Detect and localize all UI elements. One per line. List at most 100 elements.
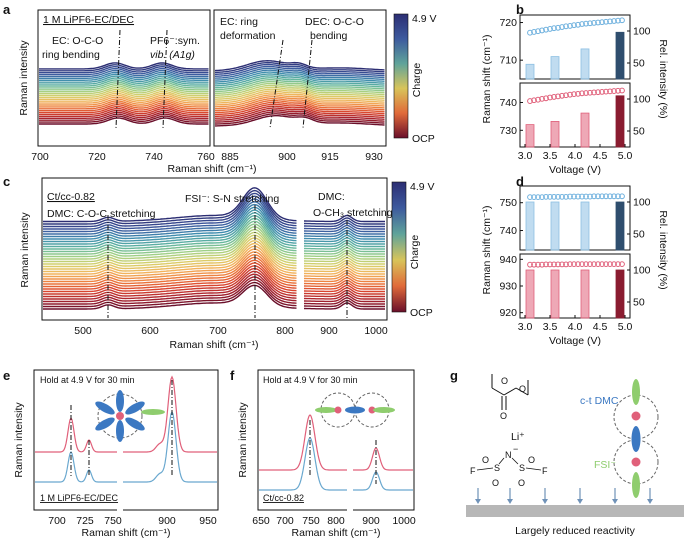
scatter-point (583, 90, 589, 96)
a-left-trace (39, 71, 209, 80)
panel-a-right-frame (213, 9, 387, 147)
scatter-point (559, 261, 565, 268)
panel-a-cbar-label: Charge (411, 63, 423, 98)
subplot-frame (519, 82, 631, 148)
c-trace (43, 273, 385, 300)
panel-e-xlabel: Raman shift (cm⁻¹) (82, 527, 171, 539)
a-right-trace (214, 101, 385, 114)
xtick-label: 4.5 (593, 321, 608, 333)
panel-e-li-solvation-icon (95, 390, 165, 442)
bar (580, 48, 590, 80)
panel-c-cbar-bottom: OCP (410, 307, 433, 319)
scatter-point (551, 193, 557, 200)
panel-a-colorbar (393, 13, 409, 139)
scatter-point (599, 89, 605, 95)
dmc-o3: O (500, 411, 507, 421)
bar (525, 201, 535, 251)
panel-a: 1 M LiPF6-EC/DEC EC: O-C-O ring bending … (18, 9, 437, 175)
scatter-point (599, 19, 605, 26)
a-left-trace (39, 113, 209, 121)
svg-text:S: S (494, 463, 500, 473)
panel-f: Hold at 4.9 V for 30 min Ct/cc-0.82 Rama… (237, 369, 416, 539)
svg-text:S: S (519, 463, 525, 473)
c-trace (43, 265, 385, 293)
scatter-point (539, 95, 545, 102)
panel-g-fsi-label: FSI⁻ (594, 459, 616, 471)
panel-a-left-spectra (39, 62, 209, 125)
scatter-point (527, 98, 533, 104)
scatter-point (539, 261, 545, 268)
scatter-point (575, 90, 581, 97)
ytick-right-label: 50 (633, 297, 645, 309)
a-right-trace (215, 90, 385, 102)
a-right-tick-915: 915 (321, 151, 339, 163)
a-left-trace (39, 67, 209, 76)
c-trace (43, 187, 385, 223)
scatter-point (587, 20, 593, 27)
c-trace (43, 217, 385, 250)
ylabel-right: Rel. intensity (%) (657, 210, 669, 289)
ytick-right-label: 100 (633, 26, 651, 38)
a-right-trace (215, 94, 385, 106)
scatter-point (555, 93, 561, 100)
scatter-point (571, 22, 577, 29)
a-left-trace (39, 117, 209, 125)
a-right-trace (214, 61, 385, 74)
a-right-trace (214, 109, 385, 121)
panel-a-ann-ec-b: ring bending (42, 49, 100, 61)
scatter-point (603, 18, 609, 25)
svg-text:F: F (470, 466, 476, 476)
c-tick-900: 900 (320, 325, 338, 337)
subplot-frame (519, 185, 631, 251)
a-left-trace (39, 81, 209, 89)
c-trace (43, 248, 385, 278)
panel-letter-b: b (516, 2, 524, 17)
scatter-point (563, 92, 569, 99)
scatter-point (563, 23, 569, 30)
xtick-label: 4.0 (568, 321, 583, 333)
scatter-point (619, 17, 625, 24)
scatter-point (575, 193, 581, 200)
xtick-label: 4.0 (568, 150, 583, 162)
a-left-trace (39, 115, 209, 123)
scatter-point (611, 18, 617, 24)
scatter-point (607, 261, 613, 268)
scatter-point (571, 193, 577, 200)
a-left-trace (39, 98, 209, 106)
scatter-point (551, 25, 557, 32)
scatter-point (595, 19, 601, 26)
scatter-point (551, 261, 557, 268)
a-right-trace (215, 98, 385, 110)
panel-f-xlabel: Raman shift (cm⁻¹) (292, 527, 381, 539)
a-left-trace (39, 111, 209, 119)
c-trace (43, 212, 385, 245)
ytick-right-label: 50 (633, 58, 645, 70)
svg-text:−: − (513, 444, 518, 454)
panel-e-red-spectrum (35, 375, 217, 453)
a-left-tick-740: 740 (145, 151, 163, 163)
panel-d: 740 750 50 100 920 930 940 50 100 3.0 3.5 4.0 4.5 5.0… (481, 185, 669, 347)
a-left-trace (39, 92, 209, 100)
a-left-trace (39, 85, 209, 93)
a-right-trace (215, 86, 385, 98)
a-right-trace (214, 67, 385, 79)
scatter-point (567, 23, 573, 29)
a-left-tick-720: 720 (88, 151, 106, 163)
scatter-point (579, 261, 585, 268)
scatter-point (607, 18, 613, 25)
a-left-trace (39, 109, 209, 118)
a-left-trace (39, 69, 209, 78)
panel-f-blue-spectrum (259, 437, 413, 491)
a-right-tick-930: 930 (365, 151, 383, 163)
scatter-point (603, 193, 609, 200)
scatter-point (531, 97, 537, 104)
c-tick-600: 600 (141, 325, 159, 337)
a-right-trace (214, 59, 385, 72)
a-right-trace (215, 99, 385, 112)
c-trace (43, 270, 385, 298)
a-right-trace (214, 79, 385, 91)
scatter-point (583, 193, 589, 200)
c-trace (43, 262, 385, 290)
scatter-point (579, 193, 585, 200)
arrowhead-2 (542, 499, 548, 504)
